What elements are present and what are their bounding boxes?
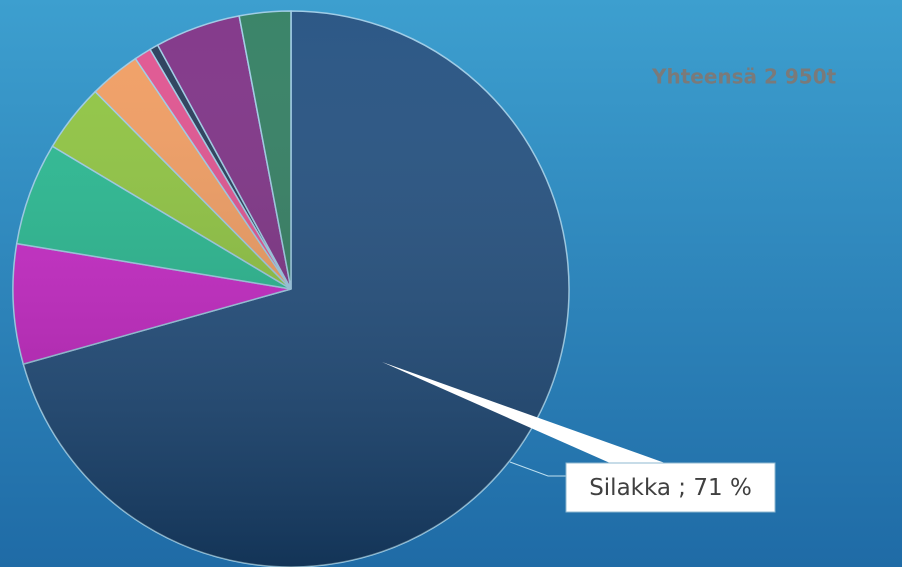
callout-box [565, 462, 776, 513]
callout-pointer [382, 362, 665, 463]
leader-line [509, 461, 566, 477]
pie [12, 10, 570, 567]
total-annotation: Yhteensä 2 950t [651, 65, 837, 89]
data-label: Silakka ; 71 % [589, 475, 752, 501]
